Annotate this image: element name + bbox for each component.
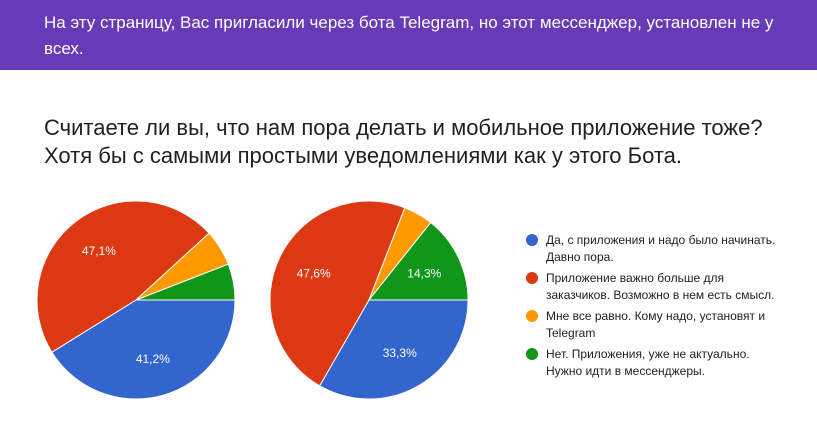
slice-label: 14,3% <box>407 266 441 280</box>
pie-slice <box>36 200 210 353</box>
slice-label: 41,2% <box>136 352 170 366</box>
pie-charts: 41,2% 47,1% 33,3% 47,6% 14,3% <box>36 200 469 400</box>
legend-swatch <box>526 310 538 322</box>
legend-item: Мне все равно. Кому надо, установят и Te… <box>526 308 786 342</box>
legend-item: Да, с приложения и надо было начинать. Д… <box>526 232 786 266</box>
pie-slice <box>135 263 236 301</box>
question-line-2: Хотя бы с самыми простыми уведомлениями … <box>44 143 683 168</box>
legend-label: Приложение важно больше для заказчиков. … <box>546 271 775 302</box>
banner-text: На эту страницу, Вас пригласили через бо… <box>44 13 774 58</box>
info-banner: На эту страницу, Вас пригласили через бо… <box>0 0 817 70</box>
pie-slice <box>367 221 469 301</box>
legend-label: Нет. Приложения, уже не актуально. Нужно… <box>546 347 750 378</box>
slice-label: 47,6% <box>297 267 331 281</box>
slice-label: 47,1% <box>82 244 116 258</box>
legend-item: Нет. Приложения, уже не актуально. Нужно… <box>526 346 786 380</box>
legend-item: Приложение важно больше для заказчиков. … <box>526 270 786 304</box>
legend-swatch <box>526 272 538 284</box>
chart-legend: Да, с приложения и надо было начинать. Д… <box>526 232 786 384</box>
pie-slice <box>269 200 406 387</box>
legend-label: Мне все равно. Кому надо, установят и Te… <box>546 309 766 340</box>
question-title: Считаете ли вы, что нам пора делать и мо… <box>44 114 804 170</box>
legend-swatch <box>526 348 538 360</box>
pie-slice <box>318 299 469 400</box>
pie-slice <box>51 299 236 400</box>
legend-swatch <box>526 234 538 246</box>
legend-label: Да, с приложения и надо было начинать. Д… <box>546 233 776 264</box>
question-line-1: Считаете ли вы, что нам пора делать и мо… <box>44 115 763 140</box>
slice-label: 33,3% <box>383 346 417 360</box>
